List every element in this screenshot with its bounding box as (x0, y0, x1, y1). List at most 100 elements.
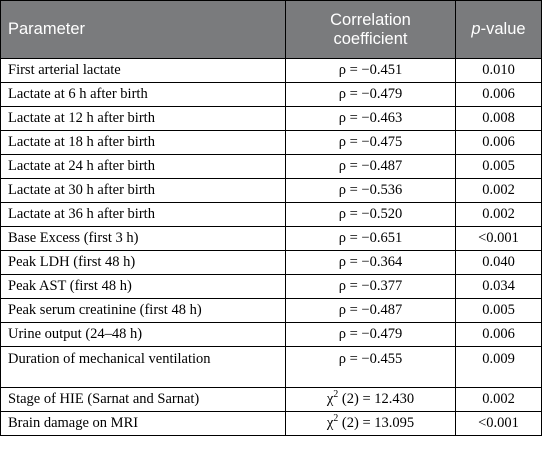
table-row: Lactate at 30 h after birth ρ = −0.536 0.0… (0, 178, 542, 203)
correlation-symbol: ρ = (338, 158, 362, 174)
correlation-df: (2) = (338, 415, 375, 431)
cell-correlation: ρ = −0.463 (285, 106, 456, 131)
cell-pvalue: 0.002 (455, 387, 542, 412)
header-pvalue-p: p (471, 20, 481, 38)
correlation-value: −0.475 (361, 134, 403, 150)
header-pvalue-rest: -value (480, 20, 526, 38)
cell-correlation: ρ = −0.536 (285, 178, 456, 203)
cell-pvalue: 0.002 (455, 202, 542, 227)
cell-correlation: ρ = −0.479 (285, 322, 456, 347)
correlation-value: 13.095 (374, 415, 415, 431)
table-row: Urine output (24–48 h) ρ = −0.479 0.006 (0, 322, 542, 347)
correlation-symbol: χ (326, 415, 334, 431)
table-row: Stage of HIE (Sarnat and Sarnat) χ2 (2) =… (0, 387, 542, 412)
correlation-value: −0.520 (361, 206, 403, 222)
cell-correlation: ρ = −0.377 (285, 274, 456, 299)
header-correlation: Correlation coefficient (285, 0, 456, 59)
cell-parameter: Base Excess (first 3 h) (0, 226, 286, 251)
correlation-symbol: ρ = (338, 110, 362, 126)
cell-correlation: ρ = −0.487 (285, 298, 456, 323)
cell-parameter: Lactate at 18 h after birth (0, 130, 286, 155)
table-row: Lactate at 6 h after birth ρ = −0.479 0.00… (0, 82, 542, 107)
correlation-symbol: ρ = (338, 230, 362, 246)
table-row: Peak serum creatinine (first 48 h) ρ = −0… (0, 298, 542, 323)
table-row: Brain damage on MRI χ2 (2) = 13.095 <0.001 (0, 411, 542, 436)
cell-correlation: ρ = −0.455 (285, 346, 456, 388)
correlation-symbol: ρ = (338, 254, 362, 270)
correlation-value: −0.479 (361, 326, 403, 342)
table-row: Lactate at 12 h after birth ρ = −0.463 0.0… (0, 106, 542, 131)
cell-parameter: Urine output (24–48 h) (0, 322, 286, 347)
correlation-value: −0.463 (361, 110, 403, 126)
cell-parameter: Peak serum creatinine (first 48 h) (0, 298, 286, 323)
cell-pvalue: 0.034 (455, 274, 542, 299)
correlation-df: (2) = (338, 391, 375, 407)
table-row: Duration of mechanical ventilation ρ = −0… (0, 346, 542, 388)
correlation-value: −0.455 (361, 351, 403, 367)
correlation-value: 12.430 (374, 391, 415, 407)
correlation-value: −0.364 (361, 254, 403, 270)
cell-parameter: First arterial lactate (0, 58, 286, 83)
correlation-symbol: ρ = (338, 62, 362, 78)
correlation-symbol: ρ = (338, 182, 362, 198)
cell-correlation: ρ = −0.451 (285, 58, 456, 83)
table-row: Base Excess (first 3 h) ρ = −0.651 <0.001 (0, 226, 542, 251)
header-pvalue: p-value (455, 0, 542, 59)
correlation-value: −0.651 (361, 230, 403, 246)
correlation-value: −0.487 (361, 302, 403, 318)
table-row: Peak AST (first 48 h) ρ = −0.377 0.034 (0, 274, 542, 299)
table-header-row: Parameter Correlation coefficient p-valu… (0, 0, 542, 59)
cell-correlation: ρ = −0.520 (285, 202, 456, 227)
correlation-symbol: χ (326, 391, 334, 407)
correlation-value: −0.536 (361, 182, 403, 198)
cell-parameter: Brain damage on MRI (0, 411, 286, 436)
cell-pvalue: 0.002 (455, 178, 542, 203)
cell-correlation: ρ = −0.479 (285, 82, 456, 107)
correlation-symbol: ρ = (338, 86, 362, 102)
header-parameter: Parameter (0, 0, 286, 59)
cell-correlation: ρ = −0.487 (285, 154, 456, 179)
cell-pvalue: 0.009 (455, 346, 542, 388)
cell-correlation: χ2 (2) = 12.430 (285, 387, 456, 412)
correlation-table: Parameter Correlation coefficient p-valu… (0, 0, 542, 436)
cell-parameter: Stage of HIE (Sarnat and Sarnat) (0, 387, 286, 412)
correlation-value: −0.487 (361, 158, 403, 174)
cell-correlation: ρ = −0.475 (285, 130, 456, 155)
table-row: Lactate at 36 h after birth ρ = −0.520 0.0… (0, 202, 542, 227)
cell-parameter: Peak AST (first 48 h) (0, 274, 286, 299)
cell-pvalue: 0.006 (455, 82, 542, 107)
table-row: Lactate at 18 h after birth ρ = −0.475 0.0… (0, 130, 542, 155)
correlation-superscript: 2 (333, 413, 339, 425)
cell-pvalue: 0.006 (455, 130, 542, 155)
table-row: Lactate at 24 h after birth ρ = −0.487 0.0… (0, 154, 542, 179)
correlation-symbol: ρ = (338, 278, 362, 294)
cell-correlation: χ2 (2) = 13.095 (285, 411, 456, 436)
correlation-symbol: ρ = (338, 206, 362, 222)
correlation-value: −0.377 (361, 278, 403, 294)
cell-parameter: Lactate at 24 h after birth (0, 154, 286, 179)
cell-pvalue: 0.008 (455, 106, 542, 131)
correlation-superscript: 2 (333, 389, 339, 401)
cell-correlation: ρ = −0.364 (285, 250, 456, 275)
cell-pvalue: 0.040 (455, 250, 542, 275)
cell-parameter: Lactate at 36 h after birth (0, 202, 286, 227)
cell-parameter: Lactate at 30 h after birth (0, 178, 286, 203)
correlation-symbol: ρ = (338, 134, 362, 150)
cell-pvalue: <0.001 (455, 226, 542, 251)
cell-parameter: Lactate at 12 h after birth (0, 106, 286, 131)
cell-pvalue: 0.010 (455, 58, 542, 83)
correlation-value: −0.451 (361, 62, 403, 78)
cell-parameter: Lactate at 6 h after birth (0, 82, 286, 107)
correlation-symbol: ρ = (338, 351, 362, 367)
cell-pvalue: 0.005 (455, 154, 542, 179)
cell-parameter: Peak LDH (first 48 h) (0, 250, 286, 275)
cell-correlation: ρ = −0.651 (285, 226, 456, 251)
table-row: Peak LDH (first 48 h) ρ = −0.364 0.040 (0, 250, 542, 275)
correlation-symbol: ρ = (338, 326, 362, 342)
correlation-symbol: ρ = (338, 302, 362, 318)
correlation-value: −0.479 (361, 86, 403, 102)
table-row: First arterial lactate ρ = −0.451 0.010 (0, 58, 542, 83)
cell-parameter: Duration of mechanical ventilation (0, 346, 286, 388)
cell-pvalue: 0.006 (455, 322, 542, 347)
cell-pvalue: 0.005 (455, 298, 542, 323)
